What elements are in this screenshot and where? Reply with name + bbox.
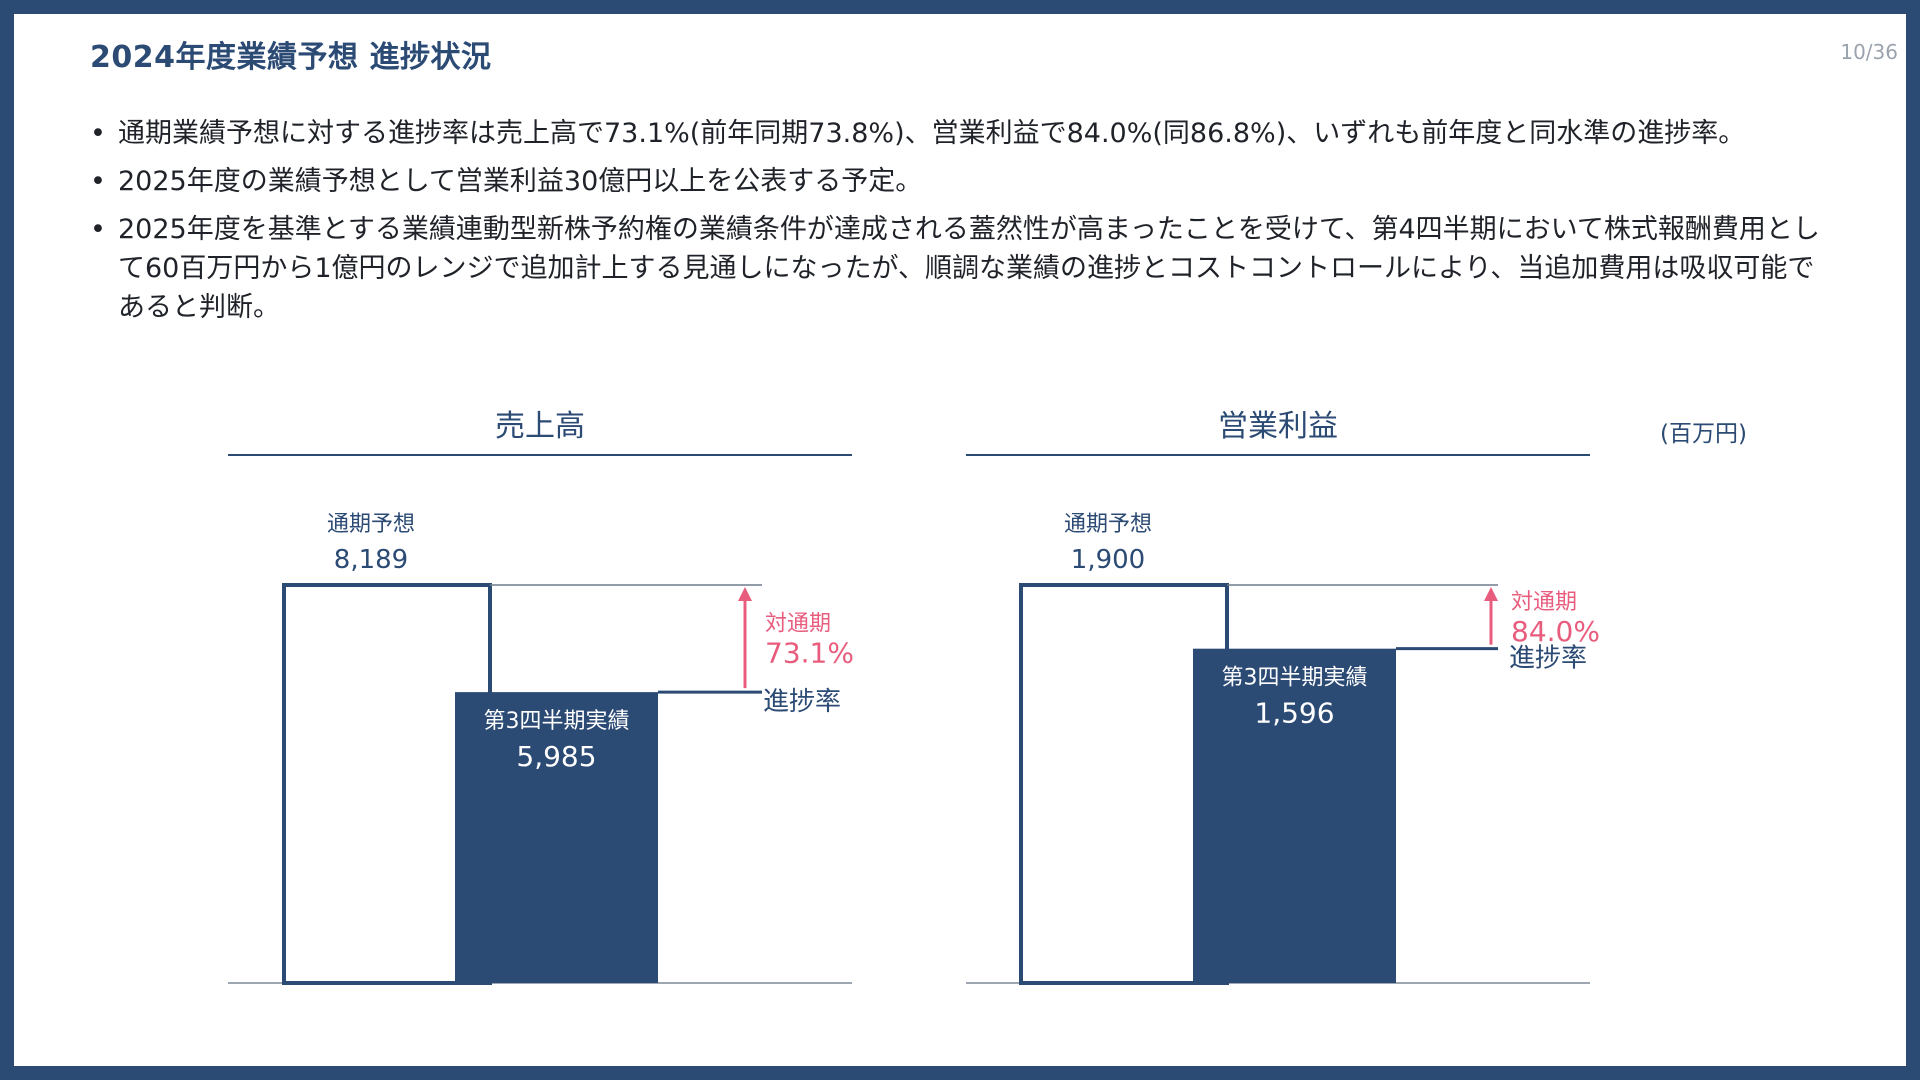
ratio-label-bottom: 進捗率 xyxy=(763,687,841,717)
page-number: 10/36 xyxy=(1840,40,1898,64)
actual-value: 5,985 xyxy=(516,740,596,773)
ratio-value: 73.1% xyxy=(765,637,854,670)
actual-label: 第3四半期実績 xyxy=(1222,666,1368,691)
bullet-item: 2025年度の業績予想として営業利益30億円以上を公表する予定。 xyxy=(90,162,1820,201)
unit-label: (百万円) xyxy=(1660,421,1747,447)
ratio-label-top: 対通期 xyxy=(1511,590,1577,615)
ratio-label-bottom: 進捗率 xyxy=(1509,644,1587,674)
forecast-label: 通期予想 xyxy=(1064,512,1152,537)
actual-bar xyxy=(1193,648,1396,983)
forecast-value: 1,900 xyxy=(1071,545,1145,575)
forecast-value: 8,189 xyxy=(334,545,408,575)
ratio-label-top: 対通期 xyxy=(765,612,831,637)
bullet-list: 通期業績予想に対する進捗率は売上高で73.1%(前年同期73.8%)、営業利益で… xyxy=(90,114,1820,336)
arrow-head xyxy=(738,587,752,601)
actual-bar xyxy=(455,692,658,983)
bullet-item: 2025年度を基準とする業績連動型新株予約権の業績条件が達成される蓋然性が高まっ… xyxy=(90,210,1820,327)
actual-label: 第3四半期実績 xyxy=(484,709,630,734)
chart-title: 売上高 xyxy=(495,409,585,444)
chart-title: 営業利益 xyxy=(1218,409,1338,444)
arrow-head xyxy=(1484,587,1498,601)
ratio-value: 84.0% xyxy=(1511,615,1600,648)
forecast-label: 通期予想 xyxy=(327,512,415,537)
actual-value: 1,596 xyxy=(1254,697,1334,730)
bullet-item: 通期業績予想に対する進捗率は売上高で73.1%(前年同期73.8%)、営業利益で… xyxy=(90,114,1820,153)
page-title: 2024年度業績予想 進捗状況 xyxy=(90,40,492,75)
